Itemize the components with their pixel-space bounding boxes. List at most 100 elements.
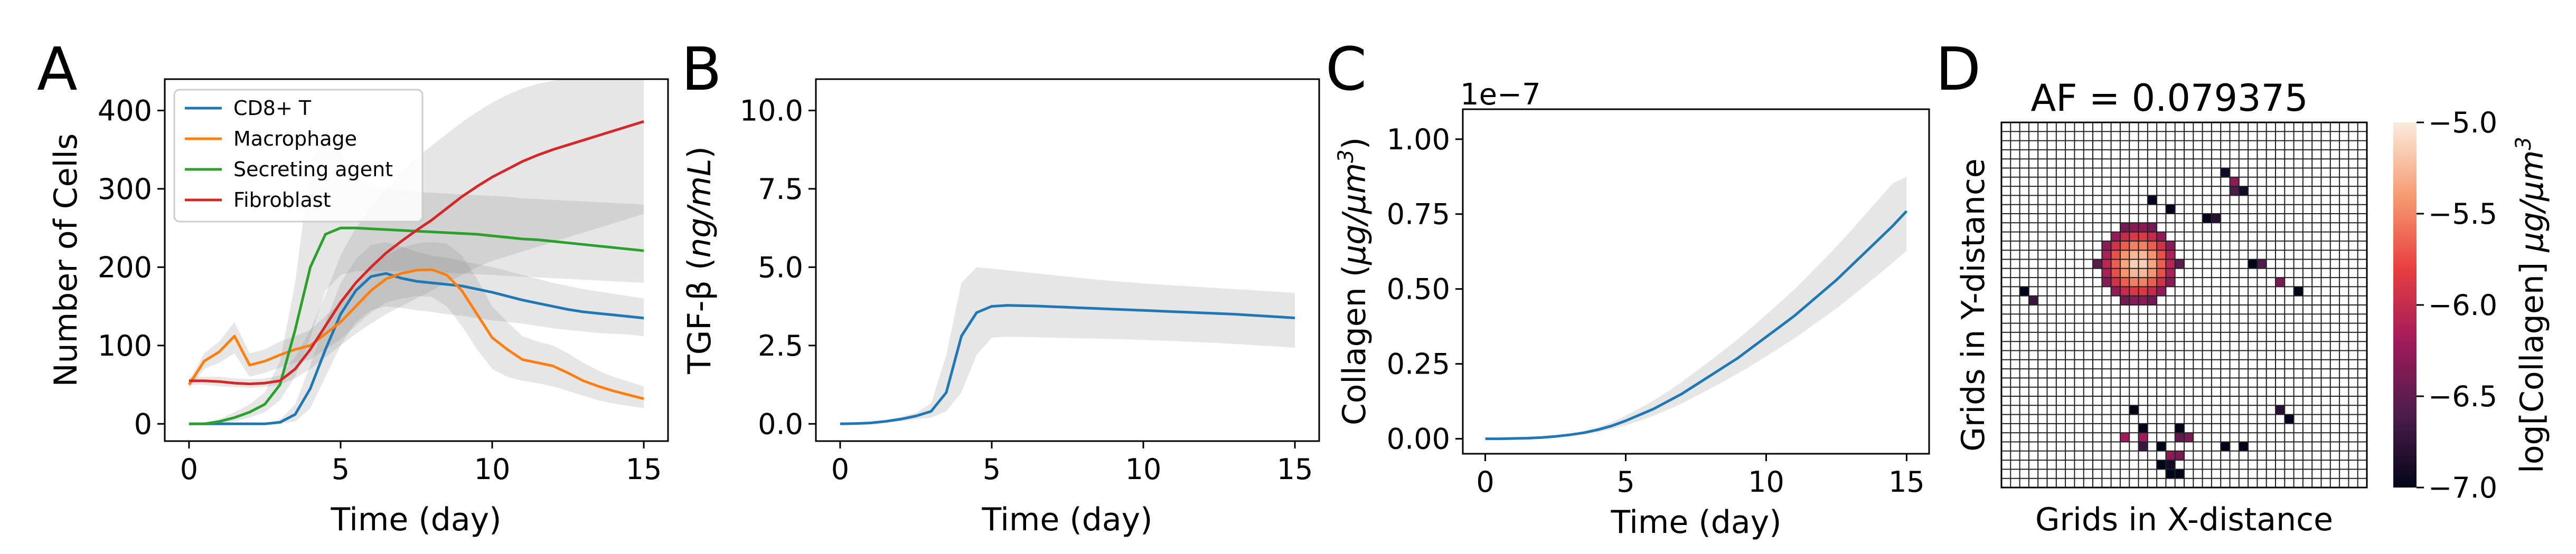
legend-label-cd8: CD8+ T [233, 97, 312, 120]
heatmap-cell [2102, 268, 2111, 278]
x-tick-label: 10 [474, 453, 511, 486]
y-tick-label: 0.00 [1387, 423, 1450, 456]
x-tick-label: 0 [180, 453, 198, 486]
y-tick-label: 100 [98, 329, 152, 362]
panel-b-plot-frame [815, 78, 1320, 442]
panel-c-plot-frame [1462, 108, 1930, 455]
panel-c-chart: 0 5 10 15 0.00 0.25 0.50 0.75 1.00 1e−7 Time (d… [1334, 78, 1930, 541]
x-tick-label: 5 [332, 453, 350, 486]
heatmap-cell [2138, 295, 2148, 305]
heatmap-cell [2129, 223, 2139, 232]
heatmap-cell [2120, 433, 2130, 442]
colorbar-ticks: −7.0 −6.5 −6.0 −5.5 −5.0 [2417, 106, 2497, 504]
panel-d-x-axis-label: Grids in X-distance [2035, 501, 2333, 538]
x-tick-label: 10 [1125, 453, 1162, 486]
colorbar-label: log[Collagen] μg/μm3 [2512, 137, 2551, 473]
heatmap-cell [2111, 241, 2120, 251]
panel-a-legend: CD8+ T Macrophage Secreting agent Fibrob… [173, 89, 424, 223]
heatmap-cell [2120, 250, 2130, 260]
heatmap-cell [2111, 268, 2120, 278]
panel-b-y-axis: 0.0 2.5 5.0 7.5 10.0 [740, 94, 816, 441]
heatmap-cell [2147, 259, 2157, 269]
heatmap-cell [2166, 204, 2175, 214]
heatmap-cell [2019, 286, 2029, 296]
heatmap-cell [2248, 259, 2258, 269]
colorbar-tick-label: −7.0 [2428, 471, 2497, 504]
heatmap-cell [2120, 223, 2130, 232]
heatmap-cell [2147, 223, 2157, 232]
y-tick-label: 0.75 [1387, 198, 1450, 231]
panel-a-plot-frame [164, 78, 669, 442]
heatmap-cell [2138, 433, 2148, 442]
heatmap-cell [2166, 268, 2175, 278]
heatmap-gridlines [2001, 122, 2367, 488]
heatmap-cell [2175, 451, 2184, 461]
series-line-c-0 [1485, 210, 1908, 441]
y-tick-label: 7.5 [758, 173, 803, 206]
panel-b-x-axis-label: Time (day) [981, 501, 1152, 538]
band-c-0 [1485, 176, 1907, 439]
heatmap-cell [2175, 423, 2184, 433]
y-tick-label: 1.00 [1387, 123, 1450, 156]
colorbar-tick-label: −5.5 [2428, 197, 2497, 231]
panel-d-heatmap: AF = 0.079375 Grids in X-distance Grids … [1955, 77, 2551, 538]
heatmap-cell [2102, 241, 2111, 251]
panel-d-plot-frame [2000, 121, 2368, 489]
panel-d-title: AF = 0.079375 [2030, 77, 2308, 120]
x-tick-label: 15 [626, 453, 662, 486]
colorbar-tick-label: −5.0 [2428, 106, 2497, 139]
panel-d-y-axis-label: Grids in Y-distance [1955, 158, 1992, 451]
panel-a-x-axis: 0 5 10 15 [180, 441, 662, 486]
heatmap-cell [2239, 186, 2249, 196]
heatmap-cell [2138, 286, 2148, 296]
heatmap-cell [2120, 268, 2130, 278]
heatmap-cell [2138, 259, 2148, 269]
heatmap-cell [2257, 259, 2267, 269]
heatmap-cell [2120, 286, 2130, 296]
heatmap-cell [2147, 195, 2157, 205]
legend-box [173, 89, 424, 223]
heatmap-cell [2129, 405, 2139, 415]
panel-a-y-axis-label: Number of Cells [48, 133, 84, 387]
series-line-a-0 [189, 272, 644, 425]
panel-label-d: D [1935, 35, 1981, 104]
x-tick-label: 0 [1476, 465, 1494, 499]
colorbar-tick-label: −6.0 [2428, 289, 2497, 322]
heatmap-cell [2166, 241, 2175, 251]
panel-c-confidence-band [1485, 176, 1907, 439]
heatmap-cell [2211, 214, 2221, 223]
heatmap-cell [2120, 241, 2130, 251]
colorbar [2393, 122, 2417, 488]
heatmap-cells [2019, 168, 2303, 479]
heatmap-cell [2147, 295, 2157, 305]
y-tick-label: 0 [134, 407, 152, 441]
heatmap-cell [2138, 223, 2148, 232]
heatmap-cell [2157, 241, 2166, 251]
heatmap-cell [2120, 259, 2130, 269]
heatmap-cell [2129, 259, 2139, 269]
heatmap-cell [2157, 286, 2166, 296]
y-tick-label: 0.25 [1387, 348, 1450, 381]
legend-label-fibroblast: Fibroblast [233, 188, 331, 212]
y-tick-label: 0.0 [758, 407, 803, 441]
panel-a-series-lines [187, 120, 644, 425]
x-tick-label: 10 [1748, 465, 1784, 499]
band-a-1 [189, 242, 644, 408]
x-tick-label: 5 [983, 453, 1001, 486]
panel-label-b: B [681, 35, 722, 104]
heatmap-cell [2129, 268, 2139, 278]
heatmap-cell [2239, 442, 2249, 451]
legend-label-secreting-agent: Secreting agent [233, 158, 393, 181]
band-a-0 [189, 242, 644, 424]
panel-a-confidence-bands [189, 79, 644, 424]
panel-c-x-axis: 0 5 10 15 [1476, 454, 1925, 499]
heatmap-cell [2166, 259, 2175, 269]
heatmap-cell [2138, 442, 2148, 451]
y-tick-label: 0.50 [1387, 273, 1450, 306]
heatmap-cell [2111, 259, 2120, 269]
heatmap-cell [2147, 278, 2157, 287]
heatmap-cell [2276, 405, 2285, 415]
colorbar-tick-label: −6.5 [2428, 380, 2497, 413]
x-tick-label: 5 [1616, 465, 1634, 499]
heatmap-cell [2157, 278, 2166, 287]
